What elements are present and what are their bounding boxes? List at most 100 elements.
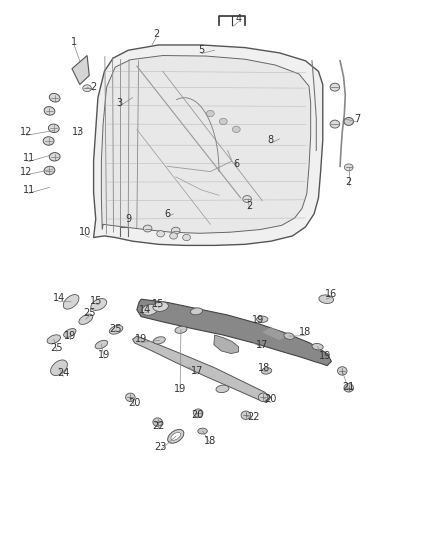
Text: 14: 14 (53, 293, 65, 303)
Text: 17: 17 (191, 366, 204, 376)
Ellipse shape (198, 428, 207, 434)
Ellipse shape (43, 137, 54, 145)
Ellipse shape (330, 83, 339, 91)
Ellipse shape (47, 335, 60, 344)
Ellipse shape (49, 152, 60, 161)
Ellipse shape (168, 430, 184, 443)
Ellipse shape (63, 295, 79, 309)
Text: 25: 25 (109, 324, 121, 334)
Ellipse shape (44, 166, 55, 175)
Ellipse shape (344, 117, 353, 125)
Text: 20: 20 (128, 398, 141, 408)
Ellipse shape (330, 120, 339, 128)
Ellipse shape (49, 124, 59, 133)
Ellipse shape (216, 385, 229, 393)
Ellipse shape (241, 411, 251, 419)
Ellipse shape (110, 325, 123, 334)
Ellipse shape (183, 235, 191, 241)
Text: 2: 2 (153, 29, 159, 39)
Text: 19: 19 (135, 334, 147, 344)
Text: 25: 25 (83, 308, 95, 318)
Text: 2: 2 (346, 177, 352, 187)
Ellipse shape (44, 107, 55, 115)
Ellipse shape (50, 360, 67, 376)
Text: 19: 19 (174, 384, 186, 394)
Text: 22: 22 (152, 421, 165, 431)
Text: 12: 12 (21, 127, 33, 137)
Ellipse shape (219, 118, 227, 125)
Text: 15: 15 (89, 296, 102, 306)
Text: 20: 20 (265, 394, 277, 405)
Text: 19: 19 (64, 331, 76, 341)
Text: 14: 14 (139, 305, 152, 315)
Text: 10: 10 (79, 227, 91, 237)
Ellipse shape (95, 340, 108, 349)
Text: 19: 19 (252, 316, 264, 325)
Ellipse shape (258, 393, 268, 401)
Polygon shape (94, 45, 323, 245)
Text: 5: 5 (198, 45, 205, 55)
Ellipse shape (153, 337, 165, 344)
Ellipse shape (206, 110, 214, 117)
Text: 18: 18 (299, 327, 311, 337)
Ellipse shape (79, 314, 93, 325)
Text: 15: 15 (152, 300, 165, 310)
Ellipse shape (175, 326, 187, 333)
Ellipse shape (319, 295, 334, 303)
Polygon shape (133, 336, 271, 402)
Text: 19: 19 (98, 350, 110, 360)
Polygon shape (72, 55, 89, 85)
Text: 6: 6 (233, 159, 239, 168)
Ellipse shape (257, 316, 268, 322)
Text: 17: 17 (256, 340, 268, 350)
Ellipse shape (91, 298, 107, 310)
Text: 16: 16 (325, 289, 338, 299)
Ellipse shape (141, 304, 158, 315)
Text: 7: 7 (354, 114, 360, 124)
Text: 18: 18 (258, 363, 271, 373)
Ellipse shape (64, 328, 76, 337)
Text: 9: 9 (125, 214, 131, 224)
Ellipse shape (143, 225, 152, 232)
Polygon shape (137, 299, 332, 366)
Text: 2: 2 (246, 201, 252, 211)
Ellipse shape (312, 343, 323, 350)
Text: 20: 20 (191, 410, 204, 420)
Text: 8: 8 (268, 135, 274, 145)
Ellipse shape (171, 432, 180, 440)
Ellipse shape (344, 384, 353, 392)
Ellipse shape (49, 93, 60, 102)
Ellipse shape (126, 393, 135, 401)
Text: 1: 1 (71, 37, 77, 47)
Polygon shape (101, 55, 311, 233)
Text: 21: 21 (343, 382, 355, 392)
Text: 4: 4 (235, 14, 241, 23)
Ellipse shape (170, 233, 177, 239)
Ellipse shape (191, 308, 202, 315)
Text: 24: 24 (57, 368, 70, 378)
Text: 11: 11 (23, 185, 35, 195)
Ellipse shape (153, 418, 162, 426)
Ellipse shape (284, 333, 294, 340)
Ellipse shape (344, 164, 353, 171)
Text: 2: 2 (91, 82, 97, 92)
Text: 19: 19 (319, 351, 331, 361)
Text: 22: 22 (247, 412, 260, 422)
Ellipse shape (243, 196, 251, 203)
Ellipse shape (233, 126, 240, 133)
Text: 23: 23 (155, 442, 167, 452)
Ellipse shape (194, 409, 203, 417)
Text: 12: 12 (21, 166, 33, 176)
Ellipse shape (261, 368, 272, 374)
Ellipse shape (171, 227, 180, 234)
Polygon shape (262, 327, 288, 341)
Ellipse shape (157, 231, 165, 237)
Polygon shape (214, 335, 238, 353)
Text: 25: 25 (50, 343, 63, 353)
Ellipse shape (338, 367, 347, 375)
Text: 6: 6 (164, 209, 170, 219)
Ellipse shape (153, 302, 168, 311)
Ellipse shape (83, 85, 92, 92)
Text: 11: 11 (23, 154, 35, 164)
Text: 13: 13 (72, 127, 85, 137)
